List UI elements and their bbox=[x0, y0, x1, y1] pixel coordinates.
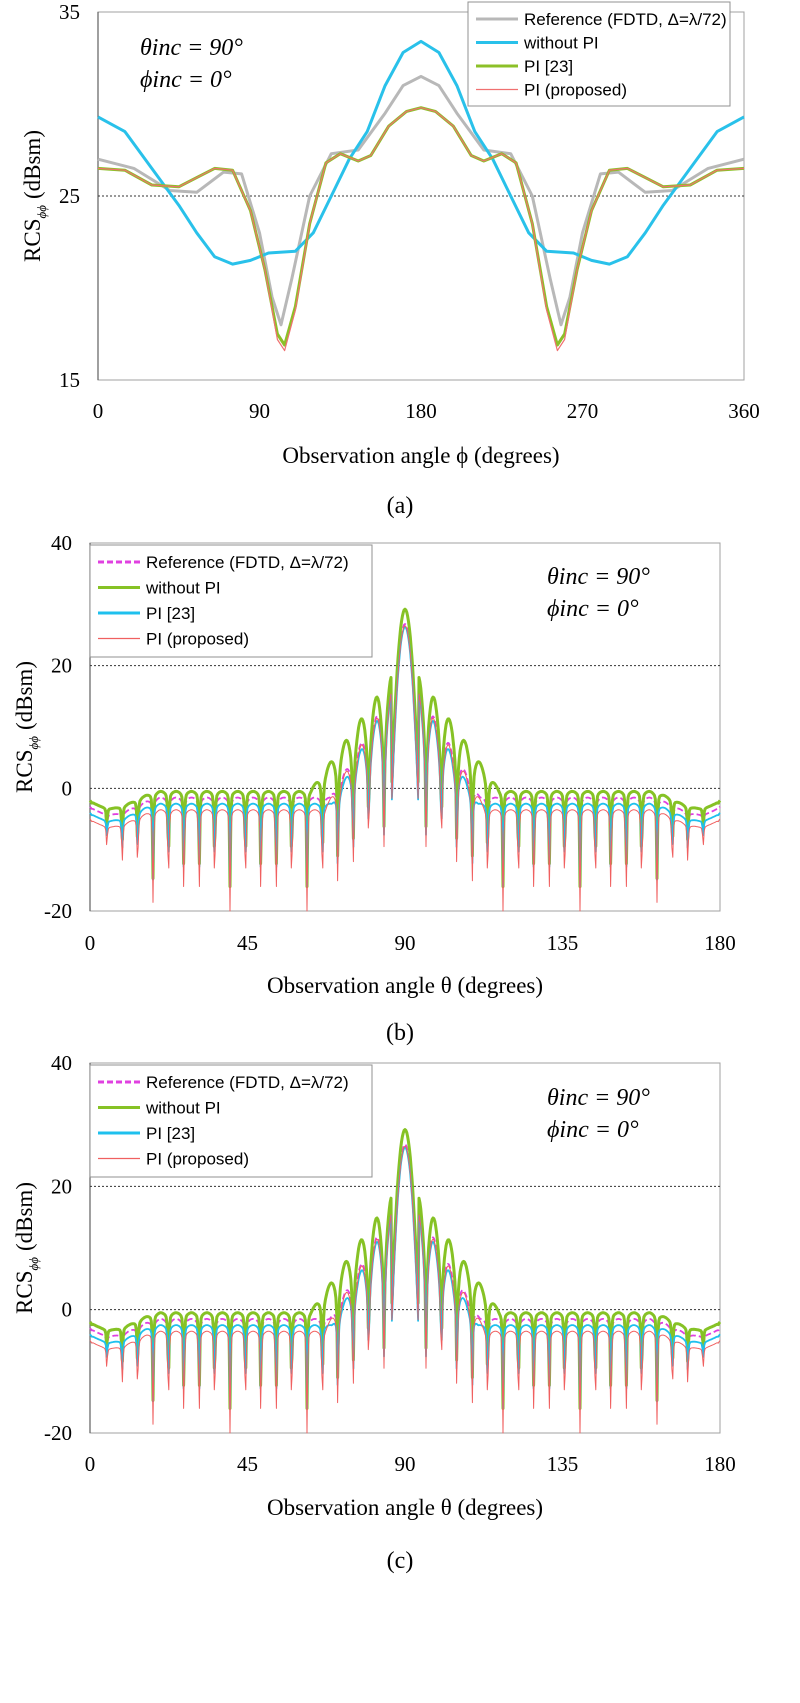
x-tick-label: 135 bbox=[547, 931, 579, 955]
x-tick-label: 45 bbox=[237, 1452, 258, 1476]
legend-entry-label: PI [23] bbox=[146, 604, 195, 623]
x-tick-label: 0 bbox=[85, 1452, 96, 1476]
chart-panel-3: -20 0 20 40 0 45 90 135 180 Observation angle θ (… bbox=[12, 1051, 736, 1574]
panel-label: (a) bbox=[387, 493, 414, 519]
incidence-annotation: ϕinc = 0° bbox=[547, 1117, 639, 1143]
series-line-3 bbox=[89, 1146, 721, 1410]
legend: Reference (FDTD, Δ=λ/72) without PI PI [23… bbox=[89, 544, 373, 658]
y-axis-title-subscript: ϕϕ bbox=[26, 1257, 41, 1271]
legend-entry-label: PI (proposed) bbox=[524, 81, 627, 100]
y-tick-label: 15 bbox=[59, 368, 80, 392]
x-tick-label: 0 bbox=[93, 399, 104, 423]
y-axis-title: RCSϕϕ (dBsm) bbox=[20, 130, 49, 262]
panel-label: (b) bbox=[386, 1020, 414, 1046]
y-axis-title-subscript: ϕϕ bbox=[26, 736, 41, 750]
y-tick-label: 40 bbox=[51, 531, 72, 555]
chart-panel-2: -20 0 20 40 0 45 90 135 180 Observation angle θ (… bbox=[12, 531, 736, 1046]
x-tick-label: 135 bbox=[547, 1452, 579, 1476]
series-line-4 bbox=[89, 1145, 721, 1434]
incidence-annotation: ϕinc = 0° bbox=[547, 596, 639, 622]
y-tick-label: -20 bbox=[44, 899, 72, 923]
series-line-4 bbox=[97, 107, 745, 352]
legend-entry-label: PI [23] bbox=[524, 57, 573, 76]
series-line-3 bbox=[89, 626, 721, 888]
x-tick-label: 0 bbox=[85, 931, 96, 955]
y-axis-title: RCSϕϕ (dBsm) bbox=[12, 661, 41, 793]
y-axis-title-main: RCS bbox=[20, 218, 45, 261]
series-line-2 bbox=[88, 607, 722, 888]
legend-entry-label: PI [23] bbox=[146, 1124, 195, 1143]
y-tick-label: 0 bbox=[62, 776, 73, 800]
incidence-annotation: ϕinc = 0° bbox=[140, 67, 232, 93]
x-tick-label: 270 bbox=[567, 399, 599, 423]
x-tick-label: 90 bbox=[395, 931, 416, 955]
y-tick-label: 25 bbox=[59, 184, 80, 208]
y-axis-title-unit: (dBsm) bbox=[12, 1182, 37, 1251]
x-axis-title: Observation angle θ (degrees) bbox=[267, 1495, 543, 1520]
series-line-2 bbox=[97, 39, 745, 266]
y-tick-label: 20 bbox=[51, 654, 72, 678]
y-axis-title-main: RCS bbox=[12, 1270, 37, 1313]
legend-entry-label: without PI bbox=[523, 34, 599, 53]
y-axis-title-unit: (dBsm) bbox=[20, 130, 45, 199]
legend-entry-label: PI (proposed) bbox=[146, 630, 249, 649]
incidence-annotation: θinc = 90° bbox=[140, 35, 243, 61]
y-tick-label: 20 bbox=[51, 1174, 72, 1198]
y-tick-label: 35 bbox=[59, 0, 80, 24]
y-axis-title-unit: (dBsm) bbox=[12, 661, 37, 730]
panel-label: (c) bbox=[387, 1548, 414, 1574]
y-tick-label: -20 bbox=[44, 1421, 72, 1445]
legend-entry-label: Reference (FDTD, Δ=λ/72) bbox=[146, 1073, 349, 1092]
legend: Reference (FDTD, Δ=λ/72) without PI PI [23… bbox=[89, 1064, 373, 1178]
x-tick-label: 360 bbox=[728, 399, 760, 423]
x-axis-title: Observation angle ϕ (degrees) bbox=[282, 443, 559, 468]
legend-entry-label: Reference (FDTD, Δ=λ/72) bbox=[146, 553, 349, 572]
legend-entry-label: Reference (FDTD, Δ=λ/72) bbox=[524, 10, 727, 29]
series-line-1 bbox=[97, 74, 745, 327]
x-tick-label: 180 bbox=[704, 931, 736, 955]
incidence-annotation: θinc = 90° bbox=[547, 1085, 650, 1111]
x-tick-label: 180 bbox=[704, 1452, 736, 1476]
y-axis-title-subscript: ϕϕ bbox=[34, 205, 49, 219]
x-tick-label: 180 bbox=[405, 399, 437, 423]
legend-entry-label: without PI bbox=[145, 579, 221, 598]
x-axis-title: Observation angle θ (degrees) bbox=[267, 973, 543, 998]
series-line-1 bbox=[89, 623, 721, 869]
y-axis-title: RCSϕϕ (dBsm) bbox=[12, 1182, 41, 1314]
x-tick-label: 90 bbox=[395, 1452, 416, 1476]
y-axis-title-main: RCS bbox=[12, 749, 37, 792]
y-tick-label: 40 bbox=[51, 1051, 72, 1075]
legend-entry-label: without PI bbox=[145, 1099, 221, 1118]
legend-entry-label: PI (proposed) bbox=[146, 1150, 249, 1169]
legend: Reference (FDTD, Δ=λ/72) without PI PI [23… bbox=[467, 1, 731, 107]
y-tick-label: 0 bbox=[62, 1298, 73, 1322]
series-line-4 bbox=[89, 625, 721, 912]
x-tick-label: 45 bbox=[237, 931, 258, 955]
incidence-annotation: θinc = 90° bbox=[547, 564, 650, 590]
chart-panel-1: 15 25 35 0 90 180 270 360 Observation angle ϕ (d… bbox=[20, 0, 760, 519]
series-line-2 bbox=[88, 1128, 722, 1410]
x-tick-label: 90 bbox=[249, 399, 270, 423]
